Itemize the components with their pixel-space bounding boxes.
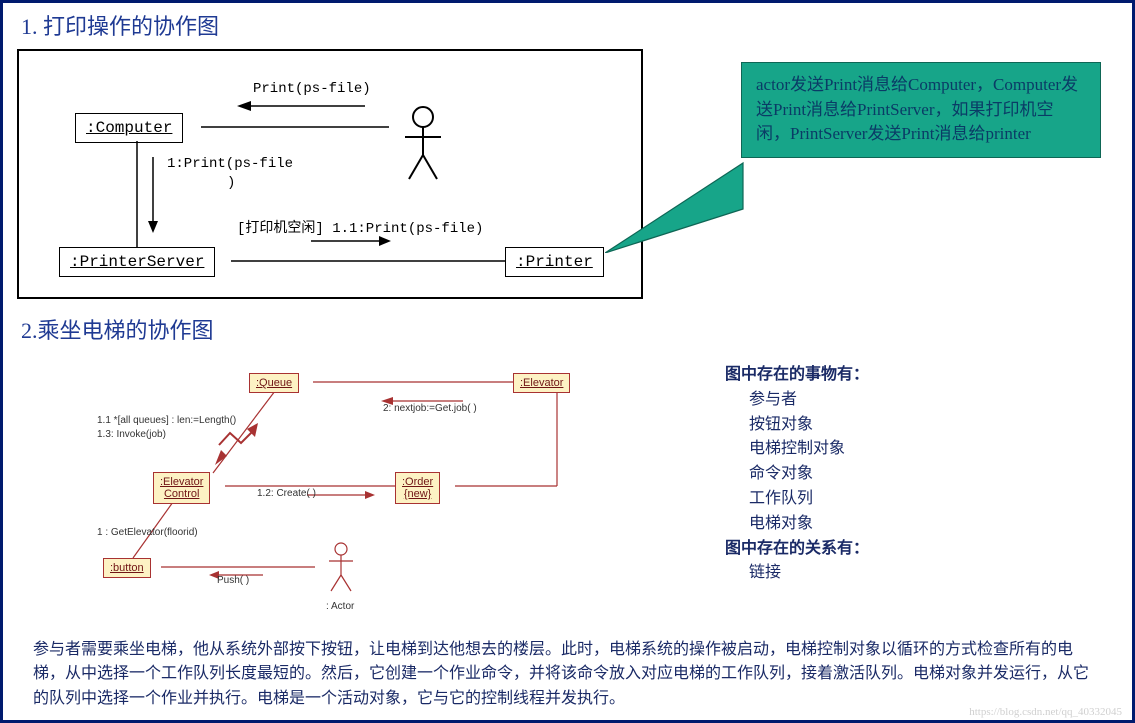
node-elevctrl-l2: Control <box>164 488 199 500</box>
node-elevctrl-l1: :Elevator <box>160 476 203 488</box>
actor-label: : Actor <box>326 601 354 612</box>
node-order: :Order {new} <box>395 472 440 504</box>
d2-msg-12: 1.2: Create( ) <box>257 488 316 499</box>
info-item: 电梯对象 <box>725 512 869 537</box>
info-panel: 图中存在的事物有： 参与者 按钮对象 电梯控制对象 命令对象 工作队列 电梯对象… <box>725 363 869 586</box>
info-item: 按钮对象 <box>725 413 869 438</box>
node-elevator-control: :Elevator Control <box>153 472 210 504</box>
info-item: 电梯控制对象 <box>725 437 869 462</box>
d2-msg-13: 1.3: Invoke(job) <box>97 429 166 440</box>
actor-figure-1 <box>395 105 451 185</box>
diagram-elevator-collaboration: :Queue :Elevator :Elevator Control :Orde… <box>43 373 663 633</box>
info-title-2: 图中存在的关系有： <box>725 537 869 562</box>
d1-arrows <box>19 51 645 301</box>
heading-2: 2.乘坐电梯的协作图 <box>3 299 1132 353</box>
watermark: https://blog.csdn.net/qq_40332045 <box>969 706 1122 718</box>
node-elevator: :Elevator <box>513 373 570 393</box>
callout-bubble: actor发送Print消息给Computer，Computer发送Print消… <box>741 62 1101 158</box>
node-order-l2: {new} <box>404 488 432 500</box>
d2-msg-11: 1.1 *[all queues] : len:=Length() <box>97 415 236 426</box>
d2-msg-1: 1 : GetElevator(floorid) <box>97 527 198 538</box>
info-item: 工作队列 <box>725 487 869 512</box>
info-item: 命令对象 <box>725 462 869 487</box>
actor-figure-2 <box>321 541 361 597</box>
diagram-print-collaboration: :Computer :PrinterServer :Printer Print(… <box>17 49 643 299</box>
bottom-paragraph: 参与者需要乘坐电梯，他从系统外部按下按钮，让电梯到达他想去的楼层。此时，电梯系统… <box>33 638 1102 712</box>
info-item: 参与者 <box>725 388 869 413</box>
heading-1: 1. 打印操作的协作图 <box>3 3 1132 49</box>
info-title-1: 图中存在的事物有： <box>725 363 869 388</box>
node-order-l1: :Order <box>402 476 433 488</box>
d2-msg-push: Push( ) <box>217 575 249 586</box>
page-frame: 1. 打印操作的协作图 :Computer :PrinterServer :Pr… <box>0 0 1135 723</box>
node-button: :button <box>103 558 151 578</box>
d2-msg-2: 2: nextjob:=Get.job( ) <box>383 403 477 414</box>
info-item: 链接 <box>725 561 869 586</box>
callout-tail <box>605 161 765 253</box>
node-queue: :Queue <box>249 373 299 393</box>
